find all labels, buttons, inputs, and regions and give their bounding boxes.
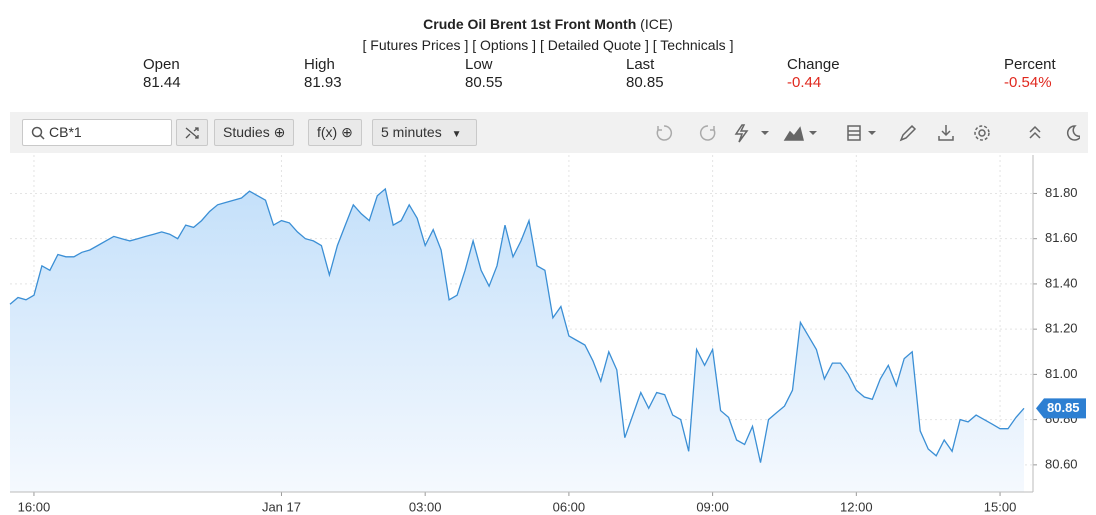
quote-label: Change — [787, 56, 840, 73]
quote-value: -0.44 — [787, 74, 822, 91]
x-tick-label: Jan 17 — [262, 499, 301, 514]
quote-label: Last — [626, 56, 655, 73]
symbol: CB*1 — [49, 124, 82, 140]
quote-value: -0.54% — [1004, 74, 1052, 91]
symbol-search[interactable]: CB*1 — [22, 119, 172, 146]
functions-button[interactable]: f(x) ⊕ — [308, 119, 362, 146]
x-tick-label: 03:00 — [409, 499, 442, 514]
y-tick-label: 81.20 — [1045, 321, 1078, 336]
area-fill — [10, 188, 1024, 492]
undo[interactable] — [656, 125, 673, 141]
title: Crude Oil Brent 1st Front Month — [423, 16, 637, 32]
link[interactable]: [ Futures Prices ] — [362, 37, 469, 53]
draw[interactable] — [899, 124, 917, 142]
y-tick-label: 81.00 — [1045, 366, 1078, 381]
x-tick-label: 12:00 — [840, 499, 873, 514]
y-tick-label: 81.40 — [1045, 275, 1078, 290]
toolbar: CB*1 Studies ⊕ f(x) ⊕ 5 minutes ▼ — [10, 112, 1088, 153]
link[interactable]: [ Detailed Quote ] — [539, 37, 649, 53]
link[interactable]: [ Options ] — [472, 37, 537, 53]
redo[interactable] — [699, 125, 716, 141]
theme[interactable] — [1066, 125, 1080, 141]
price-line — [9, 187, 1025, 463]
title-row: Crude Oil Brent 1st Front Month (ICE) — [0, 16, 1096, 32]
chart-type[interactable] — [783, 126, 804, 141]
x-tick-label: 15:00 — [984, 499, 1017, 514]
quote-label: Percent — [1004, 56, 1056, 73]
studies: Studies — [223, 124, 270, 140]
quote-value: 81.44 — [143, 74, 181, 91]
quote-label: High — [304, 56, 335, 73]
layout[interactable] — [847, 125, 861, 141]
tool-icons — [656, 124, 1080, 143]
interval: 5 minutes — [381, 124, 442, 140]
x-tick-label: 06:00 — [553, 499, 586, 514]
links: [ Futures Prices ] [ Options ] [ Detaile… — [0, 37, 1096, 53]
studies-button[interactable]: Studies ⊕ — [214, 119, 295, 146]
y-tick-label: 80.60 — [1045, 456, 1078, 471]
interval-button[interactable]: 5 minutes ▼ — [372, 119, 477, 146]
settings[interactable] — [978, 129, 986, 137]
last-price-badge — [1036, 398, 1086, 419]
last-price-label: 80.85 — [1047, 400, 1080, 415]
y-tick-label: 81.80 — [1045, 185, 1078, 200]
compare-button[interactable] — [176, 119, 208, 146]
shuffle-icon — [185, 127, 199, 139]
x-tick-label: 16:00 — [18, 499, 51, 514]
exchange: (ICE) — [640, 16, 673, 32]
link[interactable]: [ Technicals ] — [652, 37, 734, 53]
search-icon — [31, 126, 45, 140]
functions: f(x) — [317, 124, 338, 140]
quote-value: 80.85 — [626, 74, 664, 91]
x-tick-label: 09:00 — [696, 499, 729, 514]
quote-value: 81.93 — [304, 74, 342, 91]
quote-label: Open — [143, 56, 180, 73]
download[interactable] — [938, 125, 954, 141]
y-tick-label: 81.60 — [1045, 230, 1078, 245]
quote-label: Low — [465, 56, 493, 73]
collapse[interactable] — [1029, 125, 1041, 139]
events[interactable] — [734, 124, 749, 143]
quote-value: 80.55 — [465, 74, 503, 91]
